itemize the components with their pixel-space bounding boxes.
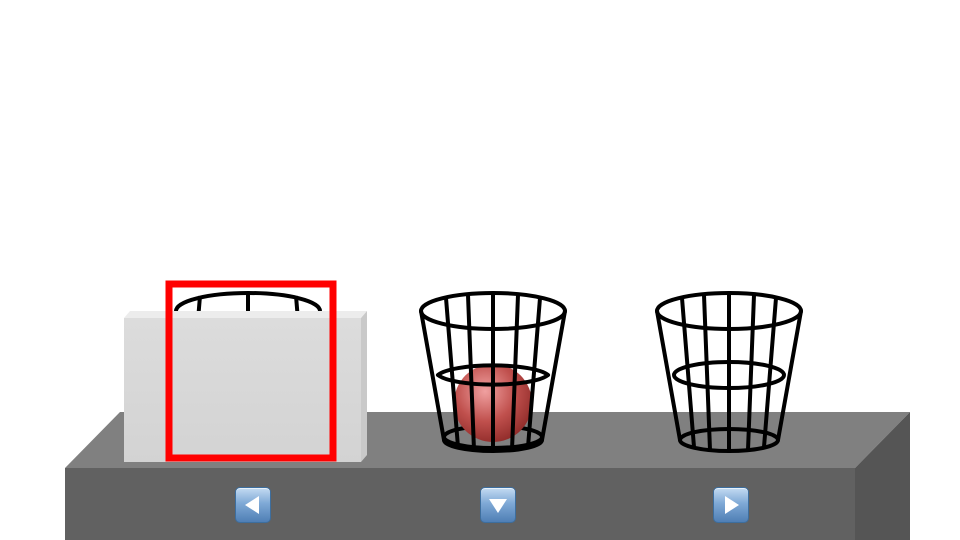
- right-arrow-icon: [725, 496, 739, 514]
- lift-cover-button[interactable]: [480, 487, 516, 523]
- cover-box-top: [124, 311, 367, 318]
- down-arrow-icon: [489, 499, 507, 513]
- cover-box-front: [124, 318, 361, 462]
- move-right-button[interactable]: [713, 487, 749, 523]
- basket-middle: [419, 291, 567, 453]
- move-left-button[interactable]: [235, 487, 271, 523]
- cover-box-side: [361, 311, 367, 462]
- basket-right: [655, 291, 803, 453]
- cover-box: [124, 311, 367, 462]
- selection-highlight: [165, 280, 337, 462]
- table-side: [855, 412, 910, 540]
- left-arrow-icon: [245, 496, 259, 514]
